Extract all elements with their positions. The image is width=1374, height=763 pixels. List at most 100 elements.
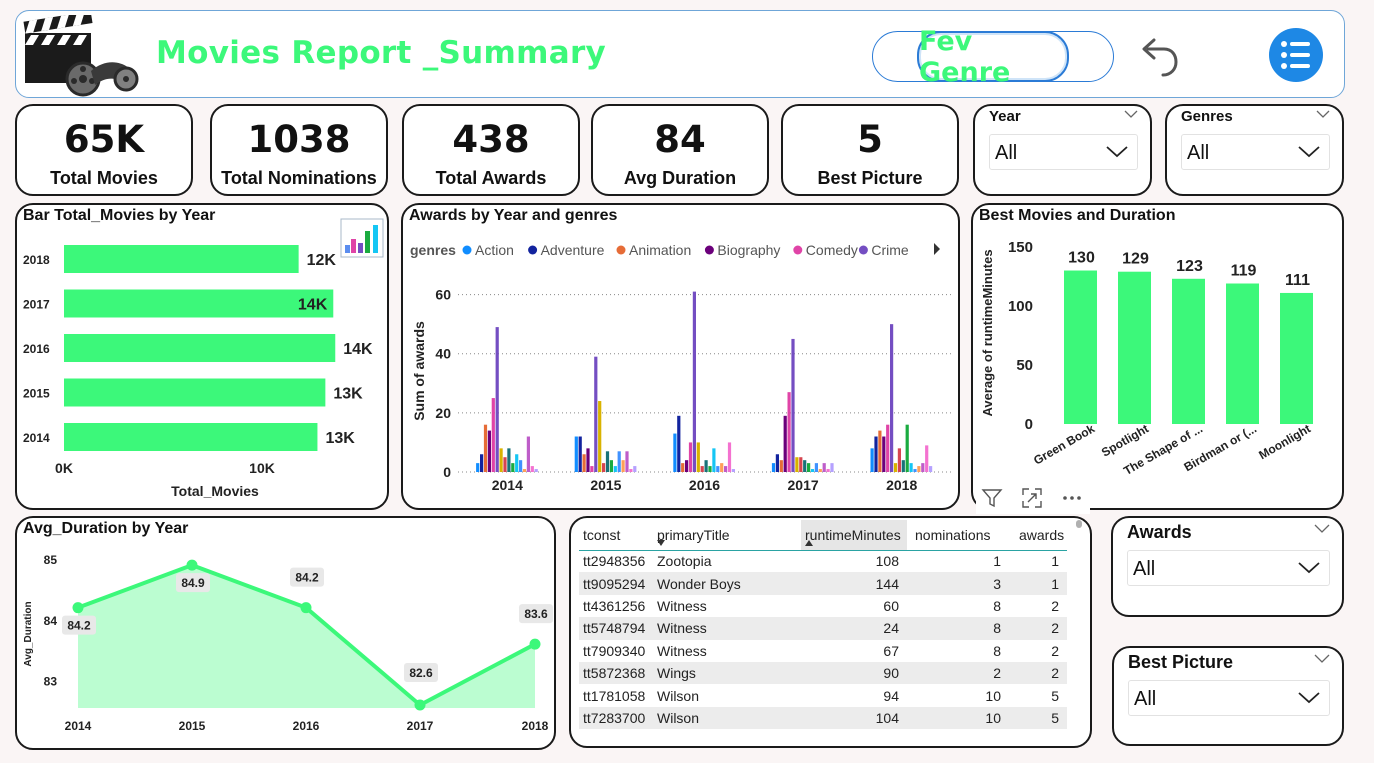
x-tick-label: 2016 <box>293 719 320 733</box>
bar <box>692 291 696 472</box>
genres-dropdown[interactable]: All <box>1181 134 1330 170</box>
table-row[interactable]: tt1781058 Wilson 94 10 5 <box>579 684 1067 706</box>
table-cell: 8 <box>993 597 1001 614</box>
bar <box>578 436 582 472</box>
bar <box>925 445 929 472</box>
best-movies-card: Best Movies and Duration 0 50 100 150 Averag… <box>971 203 1344 510</box>
undo-icon[interactable] <box>1134 31 1182 79</box>
y-tick-label: 85 <box>44 553 58 567</box>
table-row[interactable]: tt5872368 Wings 90 2 2 <box>579 661 1067 685</box>
data-label: 84.2 <box>67 619 91 633</box>
best-picture-dropdown[interactable]: All <box>1128 680 1330 716</box>
data-point <box>72 602 84 614</box>
table-cell: Wilson <box>657 687 700 704</box>
filter-icon[interactable] <box>980 486 1004 510</box>
y-axis-label: Avg_Duration <box>23 601 34 666</box>
bar <box>921 463 925 472</box>
y-tick-label: 0 <box>1025 416 1033 433</box>
y-tick-label: 20 <box>435 405 451 421</box>
awards-slicer[interactable]: Awards All <box>1111 516 1344 617</box>
table-cell: Wonder Boys <box>657 575 741 592</box>
menu-icon[interactable] <box>1268 27 1324 83</box>
bar <box>727 442 732 472</box>
table-scrollbar[interactable] <box>1076 520 1082 528</box>
bar <box>617 451 621 472</box>
data-point <box>300 602 312 614</box>
y-tick-label: 2015 <box>23 387 50 401</box>
column-header-primarytitle[interactable]: primaryTitle <box>653 520 801 550</box>
bar <box>779 460 783 472</box>
y-tick-label: 2014 <box>23 431 50 445</box>
bar <box>810 469 815 472</box>
year-slicer[interactable]: Year All <box>973 104 1152 196</box>
table-cell: tt4361256 <box>583 597 646 614</box>
table-cell: 5 <box>1051 687 1059 704</box>
more-options-icon[interactable] <box>1060 486 1084 510</box>
table-cell: 1 <box>1051 553 1059 570</box>
table-row[interactable]: tt5748794 Witness 24 8 2 <box>579 617 1067 640</box>
table-cell: 24 <box>883 620 899 637</box>
year-dropdown[interactable]: All <box>989 134 1138 170</box>
focus-mode-icon[interactable] <box>1020 486 1044 510</box>
column-header-tconst[interactable]: tconst <box>583 526 621 543</box>
table-row[interactable]: tt7283700 Wilson 104 10 5 <box>579 706 1067 730</box>
table-cell: 104 <box>875 709 899 726</box>
column-header-nominations[interactable]: nominations <box>915 526 991 543</box>
table-row[interactable]: tt2948356 Zootopia 108 1 1 <box>579 550 1067 572</box>
table-cell: Wilson <box>657 709 700 726</box>
chevron-down-icon[interactable] <box>1297 557 1321 577</box>
y-tick-label: 40 <box>435 346 451 362</box>
avg-duration-chart: 83 84 85 Avg_Duration 84.2 2014 84.9 2015 84.2 20… <box>23 553 553 733</box>
bar <box>874 436 878 472</box>
kpi-value: 1038 <box>247 118 351 161</box>
bar <box>582 454 586 472</box>
legend-label: Crime <box>871 242 909 258</box>
table-row[interactable]: tt9095294 Wonder Boys 144 3 1 <box>579 572 1067 595</box>
bar <box>724 466 728 472</box>
bar <box>1172 278 1205 424</box>
x-tick-label: 2015 <box>179 719 206 733</box>
bar <box>507 448 511 472</box>
bar <box>771 463 776 472</box>
data-label: 84.2 <box>295 571 319 585</box>
table-row[interactable]: tt7909340 Witness 67 8 2 <box>579 640 1067 662</box>
column-header-label: runtimeMinutes <box>805 526 901 543</box>
table-row[interactable]: tt4361256 Witness 60 8 2 <box>579 595 1067 617</box>
column-header-awards[interactable]: awards <box>1019 526 1065 543</box>
bar <box>696 442 700 472</box>
bar <box>511 463 515 472</box>
column-header-runtimeminutes[interactable]: runtimeMinutes <box>801 520 907 550</box>
column-header-label: primaryTitle <box>657 526 730 543</box>
genres-slicer[interactable]: Genres All <box>1165 104 1344 196</box>
fav-genre-button[interactable]: Fev Genre <box>917 26 1069 88</box>
legend-marker <box>616 245 626 255</box>
x-tick-label: 2014 <box>65 719 92 733</box>
table-cell: tt9095294 <box>583 575 646 592</box>
best-picture-slicer[interactable]: Best Picture All <box>1112 646 1344 746</box>
legend-label: Action <box>475 242 514 258</box>
chart-type-icon <box>340 218 384 258</box>
chevron-down-icon[interactable] <box>1314 522 1330 534</box>
chevron-down-icon[interactable] <box>1314 652 1330 664</box>
bar <box>677 415 681 472</box>
chevron-down-icon[interactable] <box>1316 108 1330 120</box>
kpi-best-picture: 5 Best Picture <box>781 104 959 196</box>
table-cell: 108 <box>875 553 899 570</box>
table-cell: 8 <box>993 642 1001 659</box>
kpi-total-nominations: 1038 Total Nominations <box>210 104 388 196</box>
bar <box>1064 270 1097 424</box>
bar <box>64 289 334 318</box>
x-tick-label: 10K <box>249 460 275 476</box>
bar <box>602 463 606 472</box>
kpi-total-awards: 438 Total Awards <box>402 104 580 196</box>
chevron-down-icon[interactable] <box>1297 141 1321 161</box>
bar <box>720 463 724 472</box>
chevron-down-icon[interactable] <box>1297 687 1321 707</box>
bar <box>807 463 811 472</box>
data-point <box>529 638 541 650</box>
chevron-down-icon[interactable] <box>1124 108 1138 120</box>
legend-marker <box>858 245 868 255</box>
table-cell: Witness <box>657 620 707 637</box>
awards-dropdown[interactable]: All <box>1127 550 1330 586</box>
chevron-down-icon[interactable] <box>1105 141 1129 161</box>
